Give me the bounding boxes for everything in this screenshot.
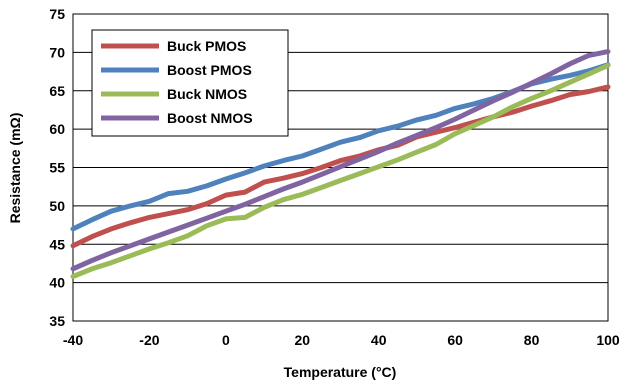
x-tick-label: 40 <box>371 332 387 348</box>
series-line-buck-nmos <box>70 62 611 279</box>
y-axis-tick-labels: 35 40 45 50 55 60 65 70 75 <box>49 6 65 329</box>
y-tick-label: 40 <box>49 275 65 291</box>
legend-label: Boost NMOS <box>167 110 253 126</box>
x-tick-label: 80 <box>524 332 540 348</box>
series-line-buck-pmos <box>70 84 611 249</box>
y-tick-label: 70 <box>49 44 65 60</box>
legend: Buck PMOS Boost PMOS Buck NMOS Boost NMOS <box>91 29 289 137</box>
legend-label: Buck NMOS <box>167 86 247 102</box>
series-line-boost-nmos <box>70 49 611 272</box>
x-tick-label: -40 <box>63 332 83 348</box>
y-axis-title: Resistance (mΩ) <box>7 113 23 224</box>
y-tick-label: 35 <box>49 313 65 329</box>
x-axis-title: Temperature (°C) <box>284 364 397 380</box>
y-tick-label: 65 <box>49 83 65 99</box>
legend-label: Buck PMOS <box>167 38 246 54</box>
y-tick-label: 50 <box>49 198 65 214</box>
x-tick-label: -20 <box>139 332 159 348</box>
x-axis-tick-labels: -40 -20 0 20 40 60 80 100 <box>63 332 620 348</box>
legend-label: Boost PMOS <box>167 62 252 78</box>
y-tick-label: 45 <box>49 236 65 252</box>
x-tick-label: 60 <box>447 332 463 348</box>
series-layer <box>70 49 611 279</box>
x-tick-label: 0 <box>222 332 230 348</box>
y-tick-label: 55 <box>49 160 65 176</box>
x-tick-label: 20 <box>294 332 310 348</box>
y-tick-label: 60 <box>49 121 65 137</box>
y-tick-label: 75 <box>49 6 65 22</box>
x-tick-label: 100 <box>596 332 620 348</box>
